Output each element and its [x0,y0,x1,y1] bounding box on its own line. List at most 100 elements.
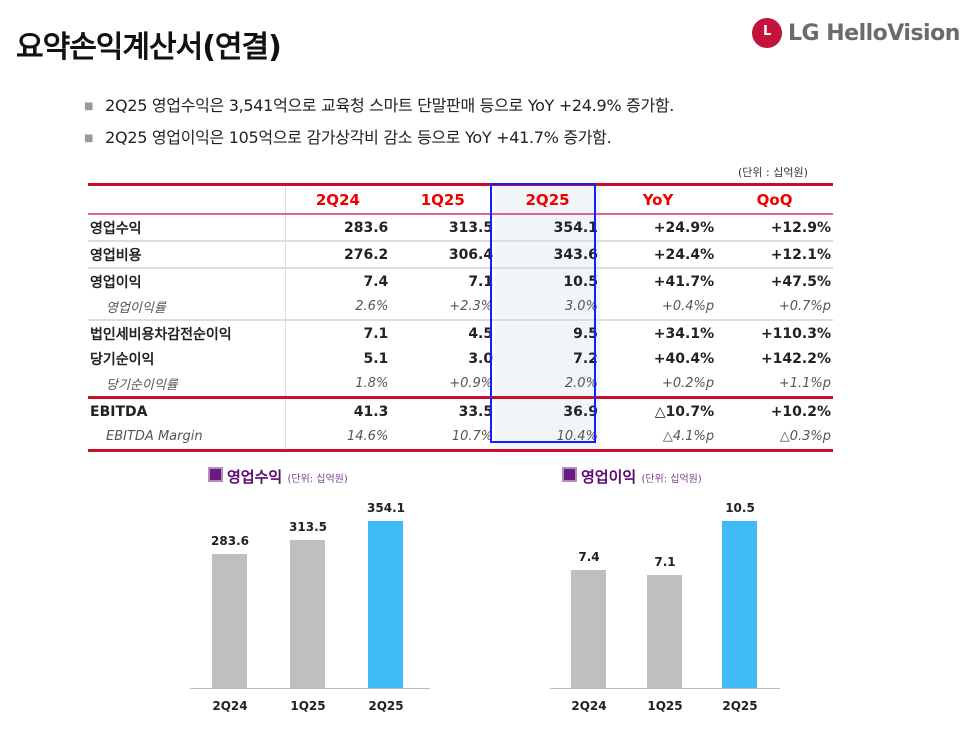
cell: +0.9% [449,376,494,391]
data-label: 7.1 [654,555,676,570]
cell: +47.5% [716,267,833,294]
data-label: 283.6 [211,534,249,549]
table-row: 법인세비용차감전순이익 7.1 4.5 9.5 +34.1% +110.3% [88,319,833,346]
data-label: 7.4 [578,550,600,565]
page-title: 요약손익계산서(연결) [16,30,282,65]
chart-unit: (단위: 십억원) [641,474,702,485]
bar-2Q25 [722,521,757,688]
cell: +41.7% [599,267,717,294]
cell: +110.3% [716,319,833,346]
chart-title: 영업이익 [581,468,637,486]
chart-title-revenue: 영업수익 (단위: 십억원) [208,466,348,487]
cell: +24.4% [599,240,717,268]
cell: 2.0% [495,371,600,398]
table-row: 영업이익률 2.6% +2.3% 3.0% +0.4%p +0.7%p [88,294,833,320]
chart-title: 영업수익 [227,468,283,486]
x-tick-label: 1Q25 [290,699,326,713]
bullet-1: ■ 2Q25 영업수익은 3,541억으로 교육청 스마트 단말판매 등으로 Yo… [84,96,675,115]
cell: +12.9% [770,219,831,236]
cell: 7.1 [390,267,496,294]
bar-2Q25 [368,521,403,688]
cell: 41.3 [285,396,391,424]
x-tick-label: 2Q24 [212,699,248,713]
cell: 343.6 [495,240,600,268]
cell: 10.4% [495,424,600,452]
x-tick-label: 2Q25 [722,699,758,713]
table-row: 당기순이익률 1.8% +0.9% 2.0% +0.2%p +1.1%p [88,371,833,398]
row-label: 당기순이익률 [88,371,286,398]
cell: △4.1%p [599,424,717,452]
data-label: 10.5 [725,501,755,515]
col-qoq: QoQ [756,190,793,209]
cell: 1.8% [355,376,389,391]
unit-label: (단위 : 십억원) [738,166,808,179]
cell: 2.6% [355,299,389,314]
cell: 3.0 [468,350,494,367]
cell: 36.9 [495,396,600,424]
x-axis [190,688,430,689]
bar-1Q25 [647,575,682,688]
row-label: 영업이익 [88,267,286,294]
x-tick-label: 2Q24 [571,699,607,713]
chart-unit: (단위: 십억원) [287,474,348,485]
cell: 306.4 [390,240,496,268]
cell: +24.9% [653,219,715,236]
logo: L LG HelloVision [752,18,960,48]
bar-2Q24 [571,570,606,688]
cell: +0.4%p [661,299,715,314]
cell: 5.1 [363,350,389,367]
table-row: EBITDA 41.3 33.5 36.9 △10.7% +10.2% [88,396,833,424]
cell: △0.3%p [716,424,833,452]
cell: 33.5 [390,396,496,424]
revenue-chart: 283.6 2Q24 313.5 1Q25 354.1 2Q25 [190,495,430,725]
cell: 7.2 [495,346,600,371]
cell: +0.7%p [778,299,831,314]
row-label: EBITDA Margin [88,424,286,452]
table-row: EBITDA Margin 14.6% 10.7% 10.4% △4.1%p △0.3%p [88,424,833,452]
data-label: 354.1 [367,501,405,515]
bar-2Q24 [212,554,247,688]
cell: 14.6% [285,424,391,452]
row-label: 영업이익률 [88,294,286,320]
cell: 283.6 [344,219,389,236]
table-row: 영업비용 276.2 306.4 343.6 +24.4% +12.1% [88,240,833,268]
bullet-2: ■ 2Q25 영업이익은 105억으로 감가상각비 감소 등으로 YoY +41.… [84,128,612,147]
cell: +142.2% [760,350,831,367]
cell: +34.1% [599,319,717,346]
logo-text: LG HelloVision [788,20,960,46]
col-2q24: 2Q24 [315,190,360,209]
table-row: 당기순이익 5.1 3.0 7.2 +40.4% +142.2% [88,346,833,371]
x-tick-label: 1Q25 [647,699,683,713]
cell: 4.5 [390,319,496,346]
table-row: 영업수익 283.6 313.5 354.1 +24.9% +12.9% [88,214,833,241]
bullet-text: 2Q25 영업수익은 3,541억으로 교육청 스마트 단말판매 등으로 YoY… [105,96,675,115]
bar-1Q25 [290,540,325,688]
row-label: 법인세비용차감전순이익 [88,319,286,346]
table-header: 2Q24 1Q25 2Q25 YoY QoQ [88,184,833,214]
row-label: 당기순이익 [88,346,286,371]
cell: 10.5 [495,267,600,294]
cell: +1.1%p [778,376,831,391]
cell: 10.7% [390,424,496,452]
x-axis [550,688,780,689]
op-income-chart: 7.4 2Q24 7.1 1Q25 10.5 2Q25 [550,495,780,725]
cell: 276.2 [285,240,391,268]
table-row: 영업이익 7.4 7.1 10.5 +41.7% +47.5% [88,267,833,294]
cell: 9.5 [495,319,600,346]
bullet-text: 2Q25 영업이익은 105억으로 감가상각비 감소 등으로 YoY +41.7… [105,128,612,147]
row-label: 영업수익 [88,214,286,241]
cell: +12.1% [716,240,833,268]
data-label: 313.5 [289,520,327,535]
cell: △10.7% [599,396,717,424]
cell: +0.2%p [661,376,715,391]
col-1q25: 1Q25 [420,190,465,209]
col-yoy: YoY [642,190,674,209]
cell: +40.4% [653,350,715,367]
cell: 3.0% [495,294,600,320]
x-tick-label: 2Q25 [368,699,404,713]
cell: 354.1 [495,214,600,241]
income-table: 2Q24 1Q25 2Q25 YoY QoQ 영업수익 283.6 313.5 354… [88,183,833,452]
cell: +2.3% [449,299,494,314]
col-2q25: 2Q25 [495,184,600,214]
highlight-2q25-box [490,183,596,443]
